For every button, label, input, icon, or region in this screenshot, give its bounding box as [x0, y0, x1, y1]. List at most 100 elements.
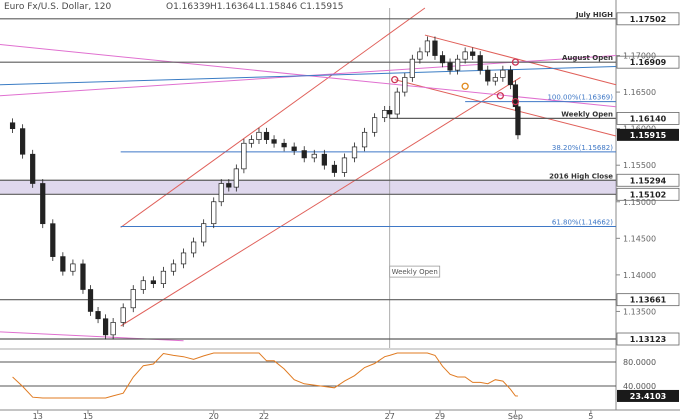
level-label-1: 1.16909 [630, 58, 667, 67]
rsi-line [12, 352, 518, 399]
candle-body-53 [477, 55, 483, 71]
candle-body-3 [40, 183, 46, 225]
candle-body-1 [20, 128, 26, 155]
level-label-9: 1.13123 [630, 335, 666, 344]
support-zone [0, 180, 616, 195]
level-label-5: 1.15294 [630, 176, 667, 185]
candle-body-43 [402, 77, 408, 93]
candle-body-8 [87, 289, 94, 312]
candle-body-14 [140, 280, 146, 290]
level-name-4: 38.20%(1.15682) [552, 144, 613, 152]
candle-body-25 [241, 142, 247, 170]
candle-body-7 [80, 263, 86, 290]
candle-body-19 [190, 241, 197, 254]
level-label-3: 1.16140 [630, 114, 667, 123]
ohlc-close: C1.15915 [300, 2, 344, 12]
y-tick-label-6: 1.14000 [623, 271, 656, 280]
candle-body-51 [462, 51, 468, 60]
candle-body-48 [439, 55, 446, 64]
osc-level-label-1: 40.0000 [623, 382, 656, 391]
candle-body-20 [201, 223, 207, 243]
candle-body-40 [382, 110, 388, 119]
y-tick-label-7: 1.13500 [623, 307, 656, 316]
candle-body-38 [361, 131, 368, 148]
y-tick-label-0: 1.17000 [623, 52, 656, 61]
candle-body-22 [218, 183, 224, 203]
candle-body-39 [372, 117, 378, 133]
candle-body-30 [281, 142, 287, 148]
level-name-7: 61.80%(1.14662) [552, 218, 613, 226]
y-tick-label-1: 1.16500 [623, 88, 656, 97]
level-name-1: August Open [562, 54, 613, 62]
candle-body-34 [321, 153, 327, 166]
candle-body-12 [120, 307, 126, 323]
candle-body-41 [387, 110, 393, 115]
y-tick-label-3: 1.15500 [623, 161, 656, 170]
last-price-box [617, 128, 679, 141]
rsi-current-box [617, 389, 679, 402]
x-tick-label-6: Sep [508, 412, 523, 420]
y-tick-label-5: 1.14500 [623, 234, 656, 243]
x-tick-label-5: 29 [435, 412, 445, 420]
candle-body-0 [9, 122, 16, 129]
candle-body-11 [110, 322, 116, 336]
candle-body-24 [233, 168, 239, 188]
candle-body-9 [95, 311, 101, 320]
candle-body-45 [417, 51, 423, 60]
level-label-box-9 [616, 332, 680, 346]
channel-upper-line [120, 7, 426, 228]
candle-body-44 [409, 58, 415, 78]
ohlc-open: O1.16339 [166, 2, 211, 12]
candle-body-35 [331, 164, 338, 173]
level-label-6: 1.15102 [630, 190, 666, 199]
candle-body-13 [130, 289, 136, 309]
level-label-box-3 [616, 112, 680, 125]
candle-body-5 [60, 256, 66, 272]
pivot-marker-3 [511, 97, 520, 106]
candle-body-17 [170, 263, 177, 272]
level-label-8: 1.13661 [630, 296, 667, 305]
candle-body-37 [351, 146, 358, 159]
candle-body-32 [301, 150, 307, 159]
x-tick-label-4: 27 [385, 412, 395, 420]
candle-body-36 [341, 157, 348, 173]
blue-trendline [0, 65, 617, 86]
candle-body-15 [150, 280, 156, 285]
x-tick-label-7: 5 [588, 412, 593, 420]
candle-body-47 [432, 40, 438, 56]
candle-body-6 [70, 263, 76, 272]
last-price-label: 1.15915 [630, 131, 667, 140]
pivot-marker-0 [391, 76, 399, 84]
pivot-marker-2 [496, 92, 504, 100]
candle-body-29 [271, 139, 277, 144]
candle-body-33 [311, 153, 317, 159]
level-label-box-0 [616, 12, 680, 26]
candle-body-18 [180, 252, 187, 265]
y-tick-label-4: 1.15000 [623, 198, 656, 207]
weekly-open-tag-box [389, 265, 441, 278]
candle-body-46 [424, 40, 431, 53]
ohlc-high: H1.16364 [210, 2, 254, 12]
level-label-box-6 [616, 187, 680, 201]
candle-body-4 [50, 223, 56, 257]
down-trendline-upper [424, 34, 617, 86]
x-tick-label-3: 22 [259, 412, 269, 420]
x-tick-label-1: 15 [83, 412, 93, 420]
x-tick-label-0: 13 [33, 412, 43, 420]
candle-body-21 [211, 201, 217, 225]
candle-body-16 [160, 270, 167, 285]
candle-body-42 [394, 91, 400, 115]
level-label-box-1 [616, 55, 680, 69]
candle-body-10 [102, 318, 109, 336]
level-name-0: July HIGH [575, 11, 613, 19]
candle-body-50 [454, 58, 461, 71]
candle-body-26 [248, 139, 255, 144]
candle-body-55 [492, 77, 498, 82]
ohlc-low: L1.15846 [255, 2, 298, 12]
candle-body-59 [515, 106, 521, 136]
level-label-box-8 [616, 293, 680, 307]
pivot-marker-1 [461, 82, 469, 90]
osc-level-label-0: 80.0000 [623, 358, 656, 367]
candle-body-23 [226, 183, 232, 188]
